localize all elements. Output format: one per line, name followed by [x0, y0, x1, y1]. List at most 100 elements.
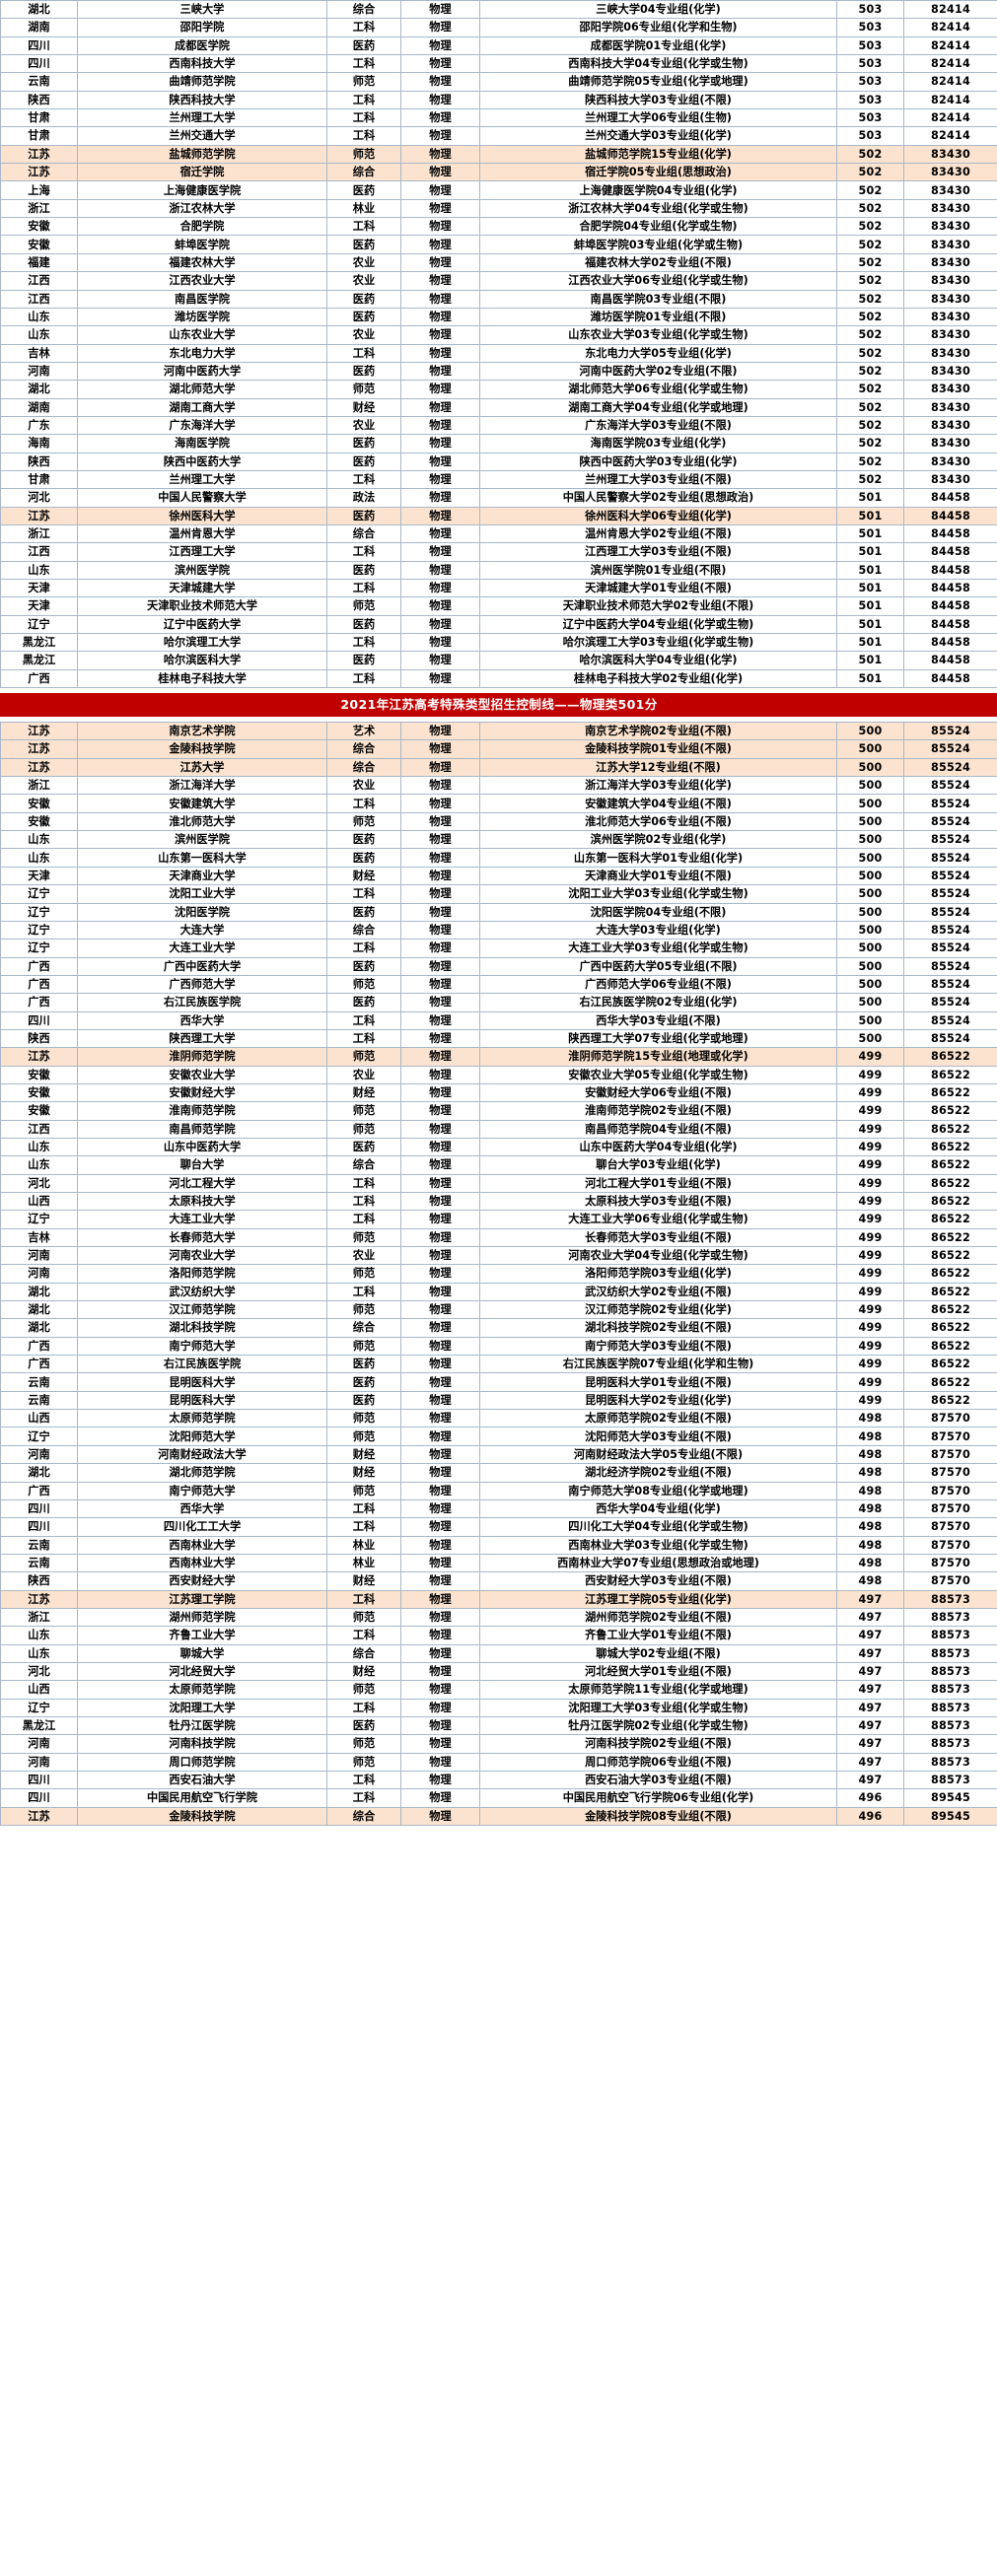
cell-rank: 87570: [903, 1517, 997, 1537]
cell-subject: 物理: [400, 1698, 480, 1717]
cell-rank: 84458: [903, 506, 997, 525]
cell-major-group: 汉江师范学院02专业组(化学): [479, 1300, 837, 1320]
cell-university: 聊台大学: [77, 1155, 327, 1175]
cell-subject: 物理: [400, 1517, 480, 1537]
cell-subject: 物理: [400, 884, 480, 904]
cell-major-group: 成都医学院01专业组(化学): [479, 35, 837, 56]
cell-major-group: 西安石油大学03专业组(不限): [479, 1770, 837, 1790]
cell-major-group: 周口师范学院06专业组(不限): [479, 1752, 837, 1773]
cell-score: 499: [836, 1119, 904, 1139]
cell-score: 499: [836, 1065, 904, 1084]
cell-major-group: 沈阳工业大学03专业组(化学或生物): [479, 884, 837, 904]
cell-province: 江西: [0, 289, 78, 309]
cell-province: 安徽: [0, 235, 78, 254]
cell-university: 南宁师范大学: [77, 1481, 327, 1500]
cell-score: 497: [836, 1770, 904, 1790]
cell-rank: 86522: [903, 1137, 997, 1157]
cell-major-group: 福建农林大学02专业组(不限): [479, 252, 837, 273]
cell-major-group: 河南财经政法大学05专业组(不限): [479, 1444, 837, 1465]
table-row: 四川 西华大学 工科 物理 西华大学03专业组(不限) 500 85524: [0, 1010, 997, 1030]
cell-score: 500: [836, 848, 904, 868]
cell-university: 湖南工商大学: [77, 397, 327, 417]
cell-university-type: 师范: [326, 1300, 401, 1320]
table-row: 山东 聊台大学 综合 物理 聊台大学03专业组(化学) 499 86522: [0, 1155, 997, 1175]
section-spacer: [0, 687, 997, 694]
cell-province: 黑龙江: [0, 651, 78, 670]
cell-university-type: 农业: [326, 776, 401, 796]
cell-university: 汉江师范学院: [77, 1300, 327, 1320]
table-row: 江苏 金陵科技学院 综合 物理 金陵科技学院08专业组(不限) 496 89545: [0, 1806, 997, 1827]
table-row: 河北 河北经贸大学 财经 物理 河北经贸大学01专业组(不限) 497 88573: [0, 1661, 997, 1682]
cell-score: 501: [836, 488, 904, 508]
cell-university-type: 政法: [326, 488, 401, 508]
cell-subject: 物理: [400, 956, 480, 976]
cell-university-type: 林业: [326, 1553, 401, 1573]
cell-university: 江西农业大学: [77, 271, 327, 291]
table-row: 安徽 安徽财经大学 财经 物理 安徽财经大学06专业组(不限) 499 86522: [0, 1082, 997, 1103]
cell-score: 502: [836, 469, 904, 490]
cell-subject: 物理: [400, 668, 480, 689]
cell-university: 邵阳学院: [77, 18, 327, 37]
cell-university-type: 师范: [326, 811, 401, 832]
cell-score: 499: [836, 1390, 904, 1411]
cell-subject: 物理: [400, 1246, 480, 1266]
cell-rank: 86522: [903, 1390, 997, 1411]
cell-university: 辽宁中医药大学: [77, 614, 327, 635]
cell-score: 497: [836, 1734, 904, 1754]
cell-university: 徐州医科大学: [77, 506, 327, 525]
cell-province: 四川: [0, 1788, 78, 1808]
cell-province: 安徽: [0, 1101, 78, 1121]
cell-major-group: 兰州理工大学03专业组(不限): [479, 469, 837, 490]
cell-subject: 物理: [400, 651, 480, 670]
cell-university-type: 医药: [326, 1355, 401, 1374]
cell-score: 498: [836, 1517, 904, 1537]
cell-rank: 85524: [903, 902, 997, 922]
cell-rank: 83430: [903, 180, 997, 200]
cell-university-type: 工科: [326, 668, 401, 689]
cell-province: 河南: [0, 1752, 78, 1773]
cell-university: 哈尔滨医科大学: [77, 651, 327, 670]
cell-score: 499: [836, 1155, 904, 1175]
cell-university-type: 师范: [326, 1119, 401, 1139]
cell-province: 湖北: [0, 1282, 78, 1302]
cell-score: 503: [836, 18, 904, 37]
table-row: 四川 西安石油大学 工科 物理 西安石油大学03专业组(不限) 497 88573: [0, 1770, 997, 1790]
cell-university: 广西中医药大学: [77, 956, 327, 976]
cell-rank: 89545: [903, 1788, 997, 1808]
cell-university: 山东第一医科大学: [77, 848, 327, 868]
cell-subject: 物理: [400, 542, 480, 562]
cell-score: 502: [836, 452, 904, 471]
cell-university: 牡丹江医学院: [77, 1715, 327, 1736]
table-row: 山东 山东第一医科大学 医药 物理 山东第一医科大学01专业组(化学) 500 85524: [0, 848, 997, 868]
cell-rank: 83430: [903, 397, 997, 417]
table-row: 广西 广西中医药大学 医药 物理 广西中医药大学05专业组(不限) 500 85524: [0, 956, 997, 976]
cell-university: 太原科技大学: [77, 1191, 327, 1212]
cell-score: 497: [836, 1589, 904, 1609]
cell-major-group: 右江民族医学院07专业组(化学和生物): [479, 1355, 837, 1374]
cell-province: 辽宁: [0, 939, 78, 958]
cell-major-group: 齐鲁工业大学01专业组(不限): [479, 1626, 837, 1645]
cell-rank: 86522: [903, 1191, 997, 1212]
cell-subject: 物理: [400, 144, 480, 165]
cell-subject: 物理: [400, 35, 480, 56]
cell-rank: 85524: [903, 739, 997, 759]
cell-subject: 物理: [400, 252, 480, 273]
cell-major-group: 四川化工大学04专业组(化学或生物): [479, 1517, 837, 1537]
cell-university: 聊城大学: [77, 1643, 327, 1663]
admission-score-table: 湖北 三峡大学 综合 物理 三峡大学04专业组(化学) 503 82414 湖南 邵阳学院 工科物…: [0, 0, 997, 1827]
cell-university-type: 师范: [326, 1607, 401, 1628]
cell-major-group: 武汉纺织大学02专业组(不限): [479, 1282, 837, 1302]
cell-province: 江西: [0, 1119, 78, 1139]
cell-subject: 物理: [400, 1589, 480, 1609]
cell-major-group: 广西中医药大学05专业组(不限): [479, 956, 837, 976]
cell-score: 502: [836, 217, 904, 237]
cell-major-group: 沈阳理工大学03专业组(化学或生物): [479, 1698, 837, 1717]
cell-province: 黑龙江: [0, 1715, 78, 1736]
cell-province: 江苏: [0, 163, 78, 182]
cell-province: 山东: [0, 1155, 78, 1175]
cell-province: 辽宁: [0, 1698, 78, 1717]
cell-subject: 物理: [400, 920, 480, 940]
cell-subject: 物理: [400, 217, 480, 237]
cell-subject: 物理: [400, 523, 480, 544]
cell-university: 右江民族医学院: [77, 1355, 327, 1374]
